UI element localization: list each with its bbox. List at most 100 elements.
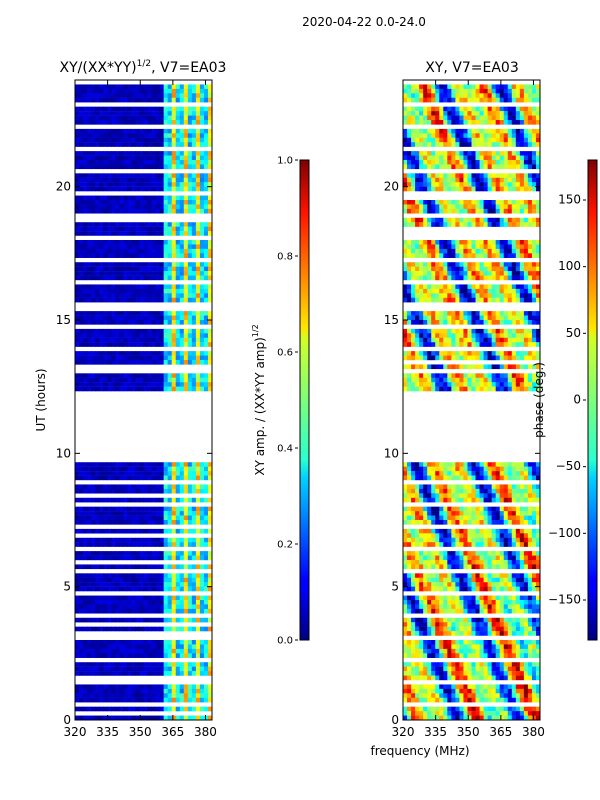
amp-cell	[207, 715, 213, 721]
amp-cell	[139, 684, 144, 690]
amp-cell	[187, 93, 193, 98]
amp-cell	[151, 226, 156, 232]
amp-cell	[127, 382, 132, 387]
amp-cell	[143, 582, 148, 587]
amp-cell	[83, 337, 88, 343]
amp-cell	[183, 386, 189, 392]
phase-cell	[495, 155, 501, 161]
phase-cell	[415, 160, 420, 165]
amp-cell	[83, 84, 88, 90]
amp-cell	[147, 333, 152, 338]
phase-cell	[515, 315, 521, 321]
phase-cell	[527, 248, 533, 254]
phase-cell	[499, 151, 505, 156]
phase-cell	[447, 377, 452, 383]
amp-cell	[119, 626, 124, 632]
amp-cell	[167, 195, 173, 201]
phase-cell	[403, 151, 408, 156]
phase-cell	[475, 164, 480, 170]
phase-cell	[403, 320, 408, 325]
amp-cell	[151, 662, 156, 667]
amp-cell	[103, 337, 108, 343]
phase-cell	[467, 284, 472, 290]
phase-cell	[487, 208, 493, 214]
phase-cell	[455, 293, 460, 298]
amp-cell	[107, 164, 112, 170]
amp-cell	[99, 640, 104, 645]
amp-cell	[175, 520, 181, 525]
phase-cell	[491, 84, 497, 90]
amp-cell	[191, 600, 197, 605]
amp-cell	[91, 315, 96, 321]
amp-cell	[167, 684, 173, 690]
amp-cell	[119, 186, 124, 192]
amp-cell	[131, 253, 136, 258]
phase-cell	[515, 222, 521, 227]
phase-cell	[475, 173, 480, 178]
amp-cell	[171, 284, 177, 290]
amp-cell	[75, 244, 80, 250]
amp-cell	[199, 644, 205, 650]
phase-cell	[435, 342, 440, 347]
amp-cell	[131, 377, 136, 383]
amp-cell	[187, 644, 193, 650]
amp-cell	[107, 382, 112, 387]
amp-cell	[99, 515, 104, 521]
phase-cell	[491, 182, 497, 187]
amp-cell	[139, 271, 144, 276]
amp-cell	[143, 608, 148, 614]
amp-cell	[139, 640, 144, 645]
amp-cell	[159, 320, 165, 325]
amp-cell	[147, 186, 152, 192]
amp-cell	[203, 93, 209, 98]
amp-cell	[195, 248, 201, 254]
amp-cell	[179, 511, 185, 516]
amp-cell	[159, 222, 165, 227]
phase-cell	[435, 173, 440, 178]
phase-cell	[451, 271, 456, 276]
amp-cell	[83, 671, 88, 676]
phase-cell	[491, 186, 497, 192]
phase-cell	[523, 133, 529, 138]
amp-cell	[119, 333, 124, 338]
phase-cell	[427, 466, 432, 472]
amp-cell	[103, 600, 108, 605]
amp-cell	[111, 511, 116, 516]
amp-cell	[159, 537, 165, 543]
amp-cell	[171, 120, 177, 125]
amp-colorbar-ticks: 0.00.20.40.60.81.0	[277, 156, 298, 647]
amp-cell	[171, 506, 177, 512]
amp-cell	[147, 284, 152, 290]
amp-cell	[75, 577, 80, 583]
phase-cell	[423, 284, 428, 290]
amp-cell	[151, 506, 156, 512]
amp-cell	[135, 97, 140, 103]
amp-cell	[203, 360, 209, 365]
amp-cell	[143, 520, 148, 525]
amp-cell	[103, 644, 108, 650]
amp-cell	[107, 177, 112, 183]
amp-cell	[155, 466, 161, 472]
amp-cell	[199, 351, 205, 356]
amp-cell	[79, 626, 84, 632]
amp-cell	[139, 182, 144, 187]
amp-cell	[191, 377, 197, 383]
amp-cell	[147, 204, 152, 210]
amp-cell	[123, 377, 128, 383]
amp-ytick-label: 20	[56, 180, 71, 194]
phase-cell	[535, 128, 541, 134]
amp-cell	[167, 640, 173, 645]
amp-cell	[83, 288, 88, 294]
amp-cell	[75, 164, 80, 170]
amp-cell	[127, 88, 132, 94]
amp-cell	[195, 666, 201, 672]
phase-cell	[499, 364, 505, 370]
amp-cell	[79, 586, 84, 592]
amp-cell	[131, 600, 136, 605]
amp-cell	[115, 97, 120, 103]
amp-cell	[167, 240, 173, 245]
amp-cell	[119, 244, 124, 250]
amp-cell	[119, 266, 124, 272]
amp-cell	[191, 373, 197, 378]
amp-cell	[91, 244, 96, 250]
